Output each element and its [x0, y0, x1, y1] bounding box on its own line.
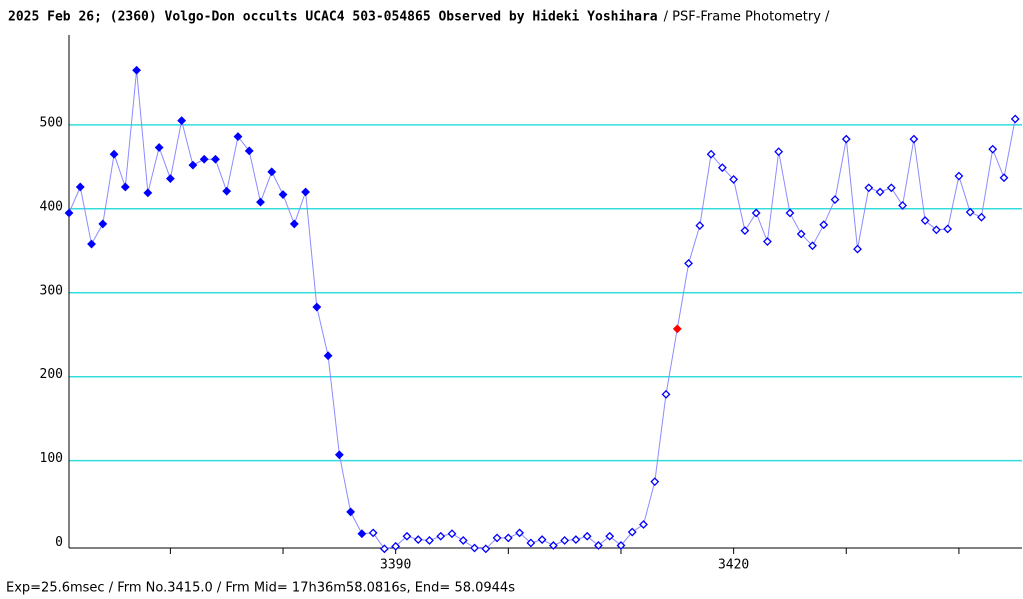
data-point [830, 195, 840, 204]
data-point [853, 244, 862, 254]
data-point [278, 190, 288, 199]
y-tick-label: 300 [40, 283, 63, 298]
data-point [695, 221, 705, 231]
data-point [87, 239, 96, 249]
data-point [492, 533, 502, 543]
data-point [391, 541, 401, 551]
x-tick-label: 3420 [718, 558, 749, 573]
data-point [931, 225, 941, 235]
data-point [120, 182, 130, 192]
data-point [762, 237, 772, 246]
data-point [154, 143, 164, 152]
data-point [616, 541, 626, 550]
data-point [796, 229, 806, 239]
data-point [109, 149, 119, 159]
data-point [211, 154, 220, 164]
data-point [988, 144, 998, 154]
data-point [1010, 114, 1020, 124]
data-point [379, 544, 389, 554]
data-point [481, 544, 491, 554]
data-point [402, 531, 412, 541]
data-point [368, 528, 378, 538]
data-point [301, 187, 310, 197]
data-point [244, 146, 254, 156]
data-point [256, 197, 265, 207]
data-point [64, 208, 74, 218]
data-point [627, 527, 637, 537]
chart-title: 2025 Feb 26; (2360) Volgo-Don occults UC… [8, 10, 658, 25]
data-point [233, 132, 243, 142]
data-point [920, 216, 930, 225]
data-point [819, 220, 829, 230]
data-point [515, 528, 525, 538]
chart-subtitle: / PSF-Frame Photometry / [664, 10, 830, 25]
data-point [965, 207, 975, 217]
data-point [594, 541, 603, 550]
data-point [413, 535, 423, 545]
data-point [909, 134, 919, 144]
data-point [729, 174, 739, 184]
data-point [458, 536, 468, 545]
data-point [954, 171, 964, 181]
data-point [774, 147, 784, 157]
data-point [503, 533, 513, 543]
data-point [177, 116, 187, 126]
data-point [751, 208, 761, 218]
data-point [98, 219, 108, 229]
y-tick-label: 0 [55, 535, 63, 550]
data-point [808, 241, 817, 251]
data-point [143, 188, 153, 198]
data-point [898, 201, 908, 210]
data-point [537, 535, 547, 545]
data-point [470, 543, 479, 553]
data-point [943, 224, 953, 234]
data-point [346, 507, 356, 517]
data-point [977, 212, 986, 222]
data-point [75, 182, 85, 192]
data-point [639, 520, 648, 529]
y-tick-label: 500 [40, 115, 63, 130]
data-point [289, 219, 299, 229]
data-point [864, 183, 874, 193]
data-point [672, 324, 682, 334]
data-point [582, 531, 592, 541]
data-point [357, 529, 367, 539]
data-point [999, 173, 1009, 183]
footer: Exp=25.6msec / Frm No.3415.0 / Frm Mid= … [6, 581, 515, 596]
data-point [425, 536, 434, 545]
data-point [875, 187, 885, 197]
data-point [706, 149, 716, 159]
data-point [323, 351, 333, 361]
data-point [312, 302, 322, 312]
data-point [334, 450, 344, 460]
data-point [199, 154, 209, 164]
data-point [132, 65, 142, 75]
data-point [841, 134, 851, 144]
data-point [571, 535, 581, 545]
data-point [886, 183, 896, 193]
data-point [222, 186, 232, 196]
data-point [684, 258, 693, 268]
data-point [560, 536, 570, 545]
y-tick-label: 200 [40, 367, 63, 382]
data-point [188, 160, 198, 170]
data-point [548, 541, 558, 550]
data-point [526, 538, 536, 548]
data-point [447, 529, 457, 539]
x-tick-label: 3390 [380, 558, 411, 573]
data-point [661, 389, 671, 399]
data-point [650, 477, 660, 487]
data-point [267, 167, 277, 177]
data-point [785, 208, 795, 218]
data-point [717, 163, 727, 173]
y-tick-label: 100 [40, 451, 63, 466]
data-point [740, 226, 750, 236]
data-point [605, 531, 615, 541]
data-point [165, 174, 175, 183]
data-point [436, 531, 446, 541]
y-tick-label: 400 [40, 199, 63, 214]
series-line [68, 70, 1016, 550]
